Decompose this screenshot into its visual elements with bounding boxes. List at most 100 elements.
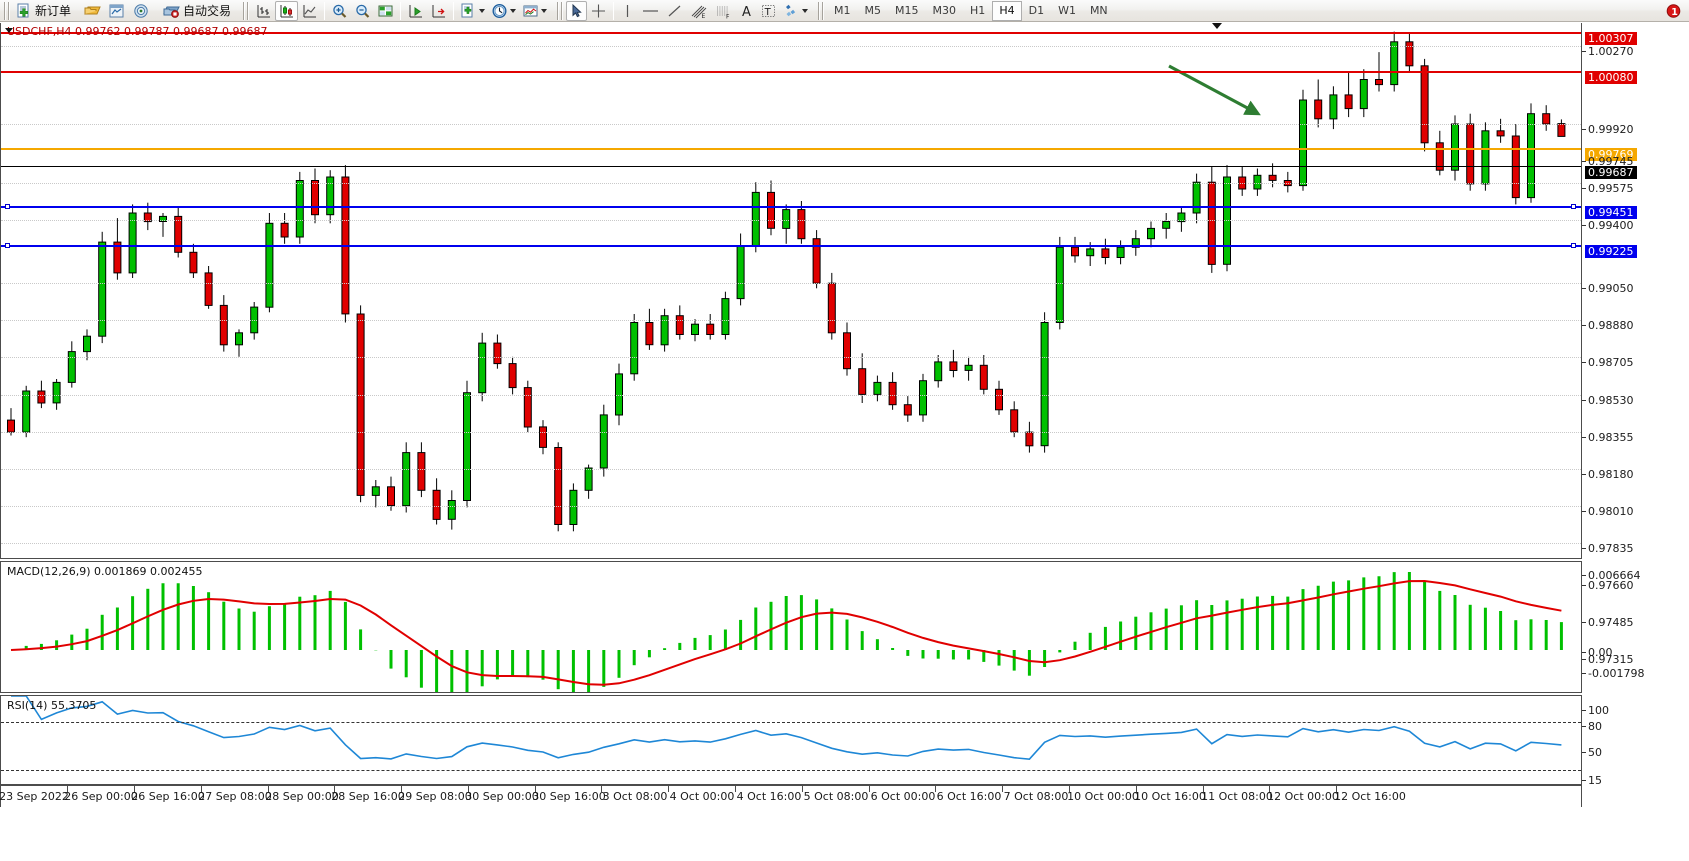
toolbar-grip-3[interactable] (556, 1, 565, 20)
price-label: 0.97835 (1588, 542, 1634, 555)
autotrade-button[interactable]: 自动交易 (159, 1, 234, 21)
fibonacci-button[interactable]: F (711, 1, 736, 21)
timeframe-h1[interactable]: H1 (970, 4, 986, 17)
drawing-toolbar-button[interactable] (780, 1, 811, 21)
horizontal-line-button[interactable] (638, 1, 663, 21)
gridline (1, 46, 1581, 47)
timeframe-h4[interactable]: H4 (992, 0, 1022, 21)
auto-scroll-button[interactable] (427, 1, 450, 21)
price-tick-mark (1582, 575, 1586, 576)
open-data-folder-button[interactable] (80, 1, 105, 21)
time-tick-separator (869, 786, 870, 792)
macd-plot[interactable] (1, 562, 1581, 692)
price-label-highlight[interactable]: 0.99225 (1585, 245, 1637, 258)
price-tick-mark (1582, 710, 1586, 711)
level-handle-left-0-99225[interactable] (5, 243, 10, 248)
macd-pane[interactable]: MACD(12,26,9) 0.001869 0.002455 (0, 561, 1582, 693)
toolbar-separator-1 (324, 1, 326, 20)
text-label-button[interactable]: T (757, 1, 780, 21)
timeframe-d1[interactable]: D1 (1028, 4, 1045, 17)
time-tick-separator (935, 786, 936, 792)
time-label: 26 Sep 00:00 (64, 790, 138, 803)
time-label: 30 Sep 00:00 (465, 790, 539, 803)
horizontal-line-icon (643, 9, 659, 12)
line-chart-button[interactable] (298, 1, 321, 21)
time-label: 12 Oct 16:00 (1334, 790, 1406, 803)
time-label: 26 Sep 16:00 (131, 790, 205, 803)
timeframe-m1[interactable]: M1 (834, 4, 851, 17)
price-label-highlight[interactable]: 1.00307 (1585, 32, 1637, 45)
templates-icon (523, 5, 538, 16)
zoom-in-button[interactable] (328, 1, 351, 21)
vertical-line-button[interactable] (617, 1, 638, 21)
price-label: 0.99920 (1588, 123, 1634, 136)
level-handle-left-0-99451[interactable] (5, 204, 10, 209)
timeframe-m5[interactable]: M5 (864, 4, 882, 17)
help-icon: 1 (1666, 3, 1681, 18)
period-dropdown-caret[interactable] (510, 8, 517, 13)
rsi-plot[interactable] (1, 696, 1581, 784)
equidistant-channel-button[interactable]: E (686, 1, 711, 21)
toolbar-grip-1[interactable] (3, 1, 11, 20)
pane-collapse-icon[interactable] (5, 28, 13, 33)
templates-button[interactable] (519, 1, 550, 21)
level-line-1-00307[interactable] (1, 32, 1581, 34)
chart-area[interactable]: USDCHF,H4 0.99762 0.99787 0.99687 0.9968… (0, 23, 1689, 861)
bar-chart-button[interactable] (252, 1, 275, 21)
price-label-highlight[interactable]: 0.99451 (1585, 206, 1637, 219)
level-line-0-99769[interactable] (1, 148, 1581, 150)
gridline (1, 543, 1581, 544)
market-watch-button[interactable] (105, 1, 129, 21)
time-label: 29 Sep 08:00 (398, 790, 472, 803)
text-button[interactable]: A (736, 1, 757, 21)
chart-shift-button[interactable] (404, 1, 427, 21)
cursor-button[interactable] (566, 0, 588, 21)
level-line-0-99451[interactable] (1, 206, 1581, 208)
zoom-out-button[interactable] (351, 1, 374, 21)
crosshair-icon (592, 4, 606, 17)
auto-scroll-icon (432, 4, 446, 17)
time-scale[interactable]: 23 Sep 2022 26 Sep 00:00 26 Sep 16:00 27 Se… (0, 785, 1582, 807)
time-tick-separator (268, 786, 269, 792)
indicators-icon (461, 3, 473, 17)
toolbar-grip-4[interactable] (817, 1, 826, 20)
help-button[interactable]: 1 (1662, 1, 1685, 21)
level-line-0-99225[interactable] (1, 245, 1581, 247)
indicators-button[interactable] (457, 1, 488, 21)
indicators-dropdown-caret[interactable] (479, 8, 486, 13)
templates-dropdown-caret[interactable] (541, 8, 548, 13)
price-label: 100 (1588, 704, 1609, 717)
time-label: 30 Sep 16:00 (532, 790, 606, 803)
level-handle-right-0-99225[interactable] (1571, 243, 1576, 248)
trendline-icon (668, 5, 681, 16)
price-label-highlight[interactable]: 0.99769 (1585, 148, 1637, 161)
price-label: 80 (1588, 720, 1602, 733)
price-label-highlight[interactable]: 1.00080 (1585, 71, 1637, 84)
toolbar-separator-4 (613, 1, 615, 20)
rsi-pane[interactable]: RSI(14) 55.3705 (0, 695, 1582, 785)
candlestick-chart-button[interactable] (275, 0, 299, 21)
new-order-button[interactable]: 新订单 (13, 1, 74, 21)
crosshair-button[interactable] (587, 1, 610, 21)
time-tick-separator (802, 786, 803, 792)
timeframe-mn[interactable]: MN (1089, 4, 1108, 17)
toolbar-grip-2[interactable] (242, 1, 251, 20)
chart-scroll-marker[interactable] (1212, 23, 1222, 29)
price-label-highlight[interactable]: 0.99687 (1585, 166, 1637, 179)
level-handle-right-0-99451[interactable] (1571, 204, 1576, 209)
price-plot[interactable] (1, 23, 1581, 558)
trendline-button[interactable] (663, 1, 686, 21)
navigator-button[interactable] (129, 1, 153, 21)
period-button[interactable] (488, 1, 519, 21)
text-icon: A (742, 5, 751, 19)
gridline (1, 283, 1581, 284)
price-pane[interactable]: USDCHF,H4 0.99762 0.99787 0.99687 0.9968… (0, 23, 1582, 559)
level-line-1-00080[interactable] (1, 71, 1581, 73)
price-tick-mark (1582, 362, 1586, 363)
tile-windows-button[interactable] (374, 1, 397, 21)
chart-shift-icon (409, 4, 423, 17)
timeframe-w1[interactable]: W1 (1058, 4, 1076, 17)
timeframe-m30[interactable]: M30 (932, 4, 957, 17)
drawing-dropdown-caret[interactable] (802, 8, 809, 13)
timeframe-m15[interactable]: M15 (895, 4, 919, 17)
